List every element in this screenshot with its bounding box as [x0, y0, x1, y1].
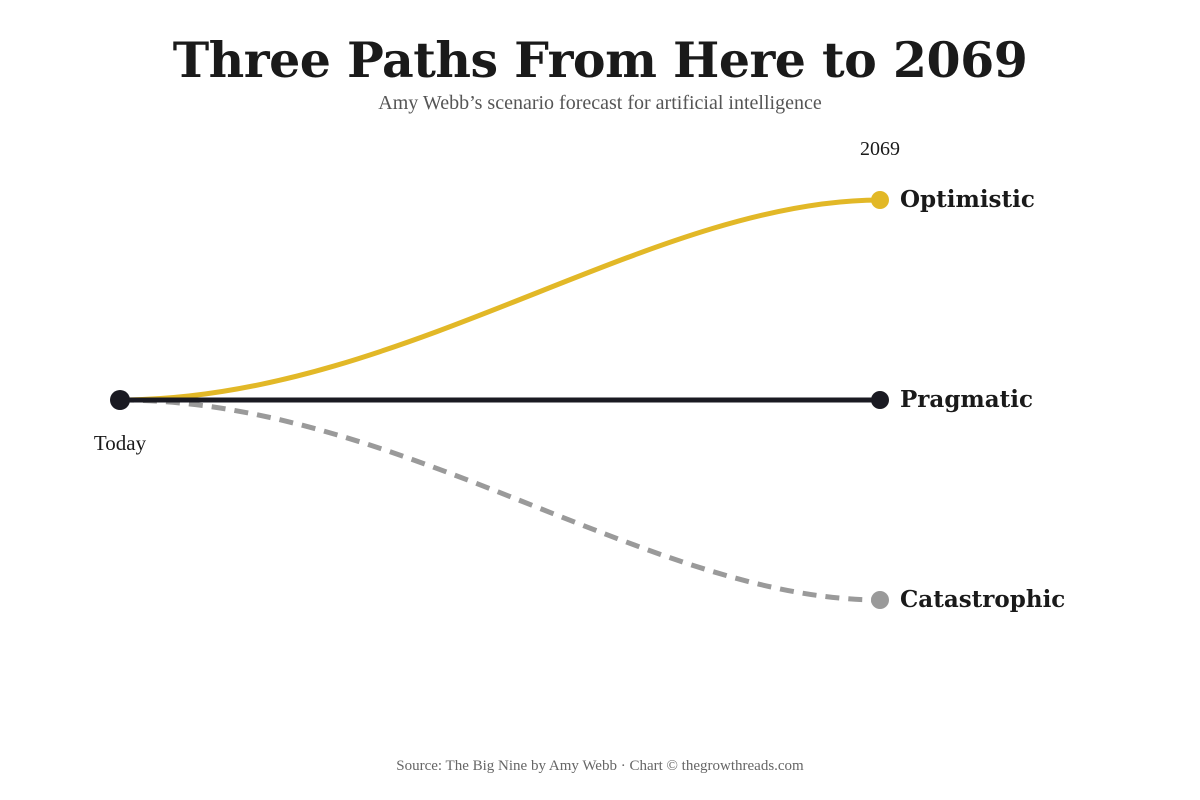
catastrophic-path	[119, 397, 881, 603]
optimistic-end-node	[871, 191, 889, 209]
pragmatic-label: Pragmatic	[900, 386, 1033, 413]
end-year-label: 2069	[860, 138, 900, 160]
optimistic-path	[117, 197, 883, 403]
optimistic-label: Optimistic	[900, 186, 1035, 213]
page-subtitle: Amy Webb’s scenario forecast for artific…	[378, 92, 822, 114]
today-label: Today	[94, 431, 147, 455]
pragmatic-end-node	[871, 391, 889, 409]
catastrophic-end-node	[871, 591, 889, 609]
today-node	[110, 390, 130, 410]
page-title: Three Paths From Here to 2069	[173, 31, 1028, 89]
source-note: Source: The Big Nine by Amy Webb · Chart…	[396, 758, 804, 774]
catastrophic-label: Catastrophic	[900, 586, 1065, 613]
